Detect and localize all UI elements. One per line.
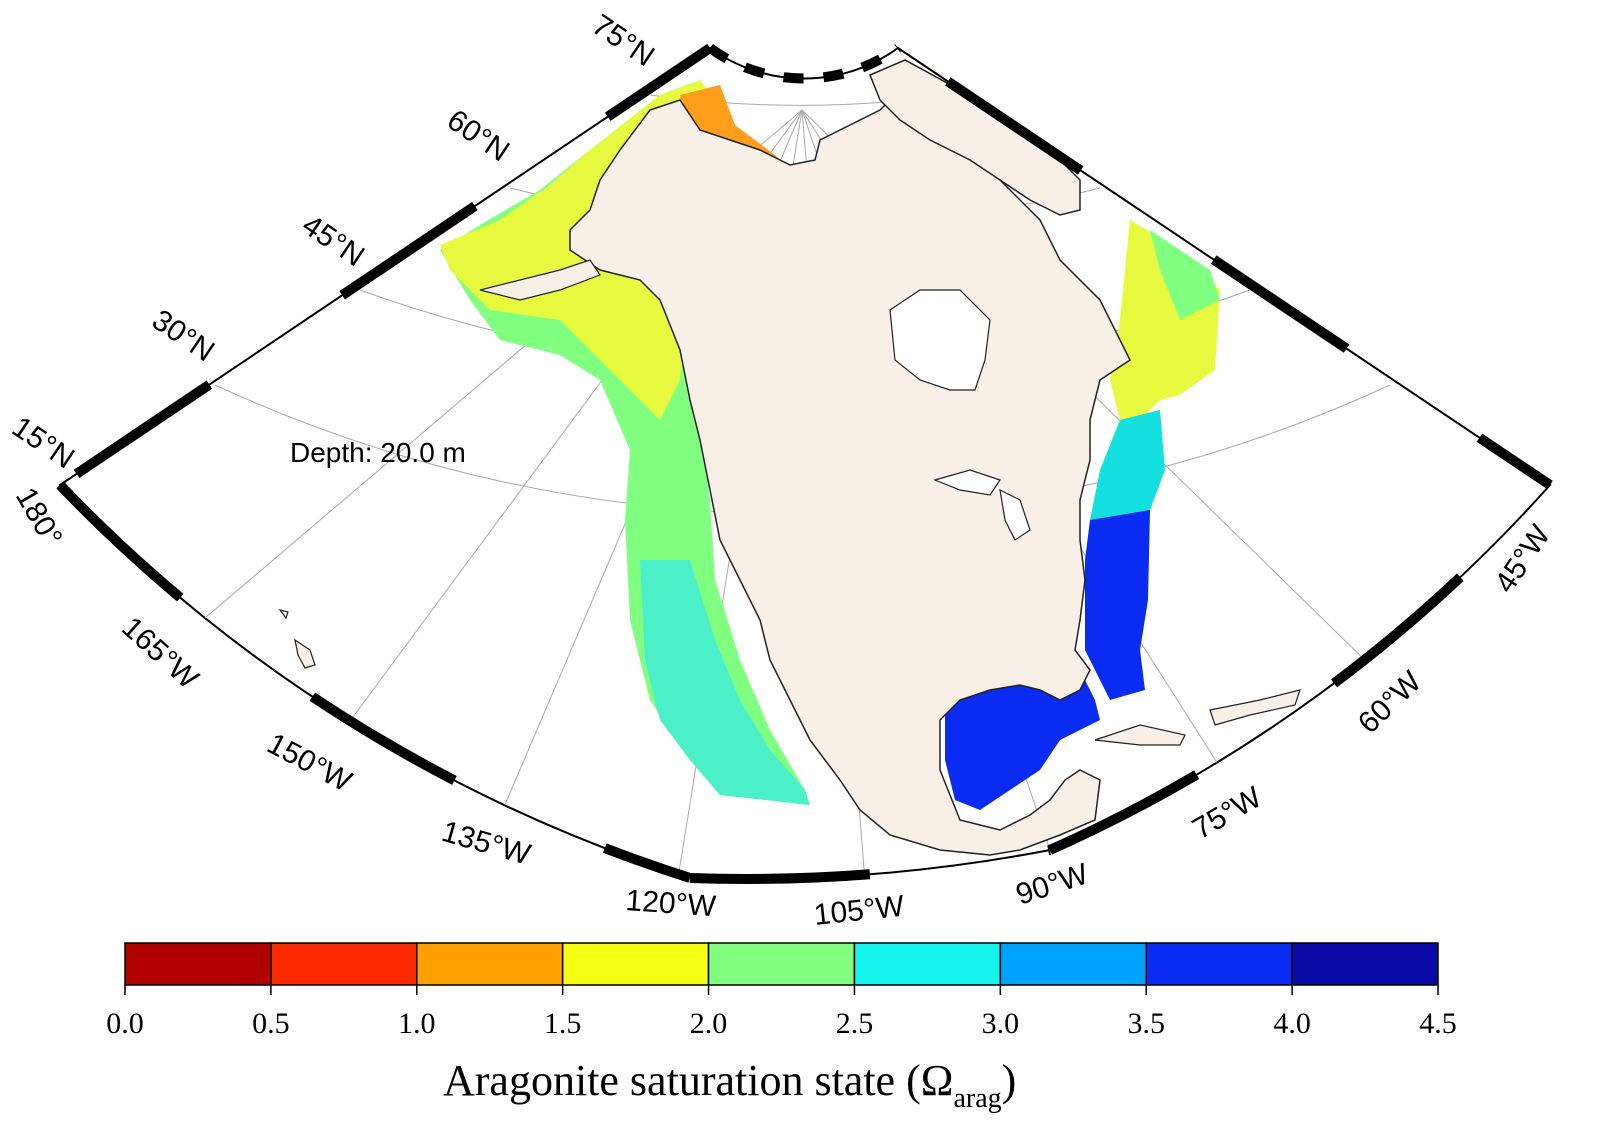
colorbar-title-end: ) (1002, 1056, 1017, 1105)
colorbar-tick-label-3: 1.5 (544, 1007, 582, 1040)
colorbar-bin-2 (416, 942, 564, 986)
colorbar-bin-1 (270, 942, 418, 986)
hawaii-islands (278, 609, 316, 669)
colorbar-tick-label-1: 0.5 (252, 1007, 290, 1040)
colorbar-tick-label-2: 1.0 (398, 1007, 436, 1040)
atlantic-blue-region (1085, 510, 1150, 700)
colorbar-bin-7 (1145, 942, 1293, 986)
caribbean-islands (1094, 689, 1301, 746)
colorbar-bin-8 (1291, 942, 1439, 986)
map-frame-border (56, 43, 1554, 884)
lat-label-15n: 15°N (6, 410, 80, 475)
atlantic-green-region (1150, 230, 1220, 320)
colorbar-tick-label-5: 2.5 (836, 1007, 874, 1040)
lat-label-60n: 60°N (441, 103, 515, 168)
colorbar-tick-label-0: 0.0 (106, 1007, 144, 1040)
lon-label-105w: 105°W (812, 890, 906, 932)
colorbar-bin-0 (124, 942, 272, 986)
depth-label: Depth: 20.0 m (290, 437, 466, 468)
atlantic-cyan-region (1090, 410, 1165, 530)
lon-label-180: 180° (9, 482, 69, 552)
colorbar-tick-label-6: 3.0 (982, 1007, 1020, 1040)
gulf-of-mexico (945, 668, 1100, 810)
colorbar-tick-label-4: 2.0 (690, 1007, 728, 1040)
colorbar-tick-label-7: 3.5 (1127, 1007, 1165, 1040)
colorbar-bin-4 (707, 942, 856, 986)
lat-label-45n: 45°N (296, 208, 370, 273)
colorbar-title-sub: arag (953, 1083, 1001, 1114)
colorbar-bin-5 (853, 942, 1002, 986)
lon-label-135w: 135°W (438, 815, 535, 872)
lon-label-60w: 60°W (1352, 665, 1428, 740)
hudson-bay (889, 289, 991, 391)
great-lakes (933, 469, 1031, 541)
colorbar-tick-label-9: 4.5 (1419, 1007, 1457, 1040)
colorbar-title-main: Aragonite saturation state (Ω (443, 1056, 953, 1105)
colorbar-tick-label-8: 4.0 (1273, 1007, 1311, 1040)
lon-label-90w: 90°W (1012, 857, 1093, 911)
lat-label-75n: 75°N (586, 8, 660, 73)
colorbar-bin-3 (561, 942, 710, 986)
colorbar-title: Aragonite saturation state (Ωarag) (443, 1056, 1016, 1114)
colorbar (124, 942, 1439, 986)
lon-label-150w: 150°W (262, 727, 358, 799)
lon-label-165w: 165°W (115, 611, 205, 696)
colorbar-bin-6 (999, 942, 1147, 986)
pacific-cyan-region (640, 560, 810, 805)
lon-label-120w: 120°W (625, 884, 718, 923)
lat-label-30n: 30°N (146, 303, 220, 368)
lon-label-75w: 75°W (1187, 780, 1268, 846)
alaska-peninsula (479, 259, 601, 301)
colorbar-ticks: 0.0 0.5 1.0 1.5 2.0 2.5 3.0 3.5 4.0 4.5 (106, 985, 1457, 1040)
